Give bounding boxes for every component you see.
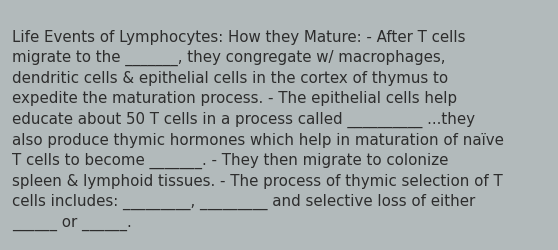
- Text: Life Events of Lymphocytes: How they Mature: - After T cells
migrate to the ____: Life Events of Lymphocytes: How they Mat…: [12, 30, 504, 230]
